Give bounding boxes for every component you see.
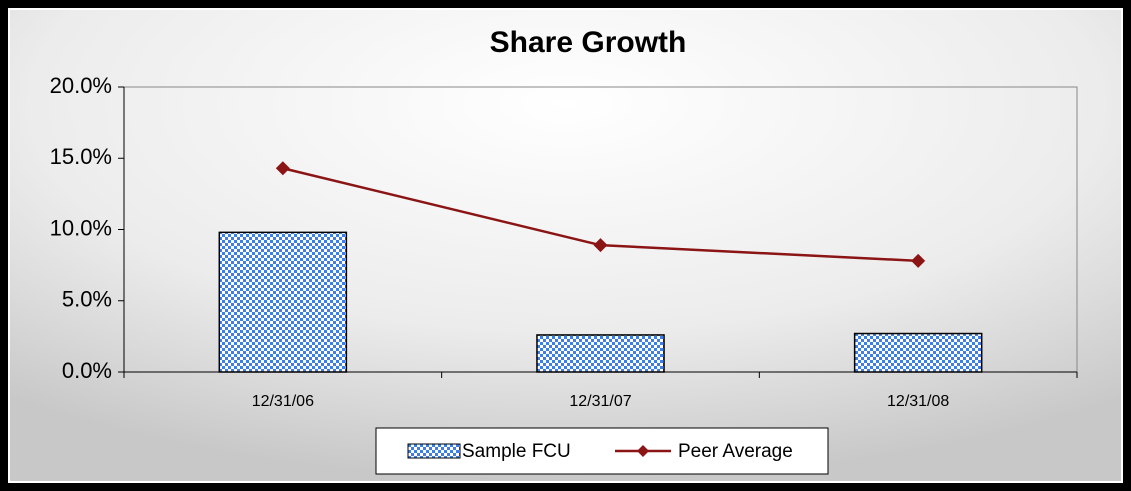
legend: Sample FCU Peer Average (375, 427, 829, 475)
y-tick-label: 15.0% (50, 144, 112, 169)
bar (218, 231, 348, 373)
y-tick-label: 10.0% (50, 215, 112, 240)
y-tick-label: 20.0% (50, 73, 112, 98)
bar (536, 334, 665, 373)
marker (593, 238, 608, 253)
legend-label: Peer Average (678, 441, 793, 462)
y-tick-label: 0.0% (62, 358, 112, 383)
bar (853, 332, 983, 373)
marker (911, 253, 926, 268)
legend-label: Sample FCU (462, 441, 571, 462)
chart-title: Share Growth (490, 26, 687, 59)
legend-swatch (407, 443, 461, 459)
chart-area (8, 8, 1123, 483)
x-tick-label: 12/31/06 (252, 393, 314, 410)
x-tick-label: 12/31/08 (887, 393, 949, 410)
marker (275, 161, 290, 176)
x-tick-label: 12/31/07 (569, 393, 631, 410)
y-tick-label: 5.0% (62, 287, 112, 312)
legend-marker (637, 445, 649, 457)
